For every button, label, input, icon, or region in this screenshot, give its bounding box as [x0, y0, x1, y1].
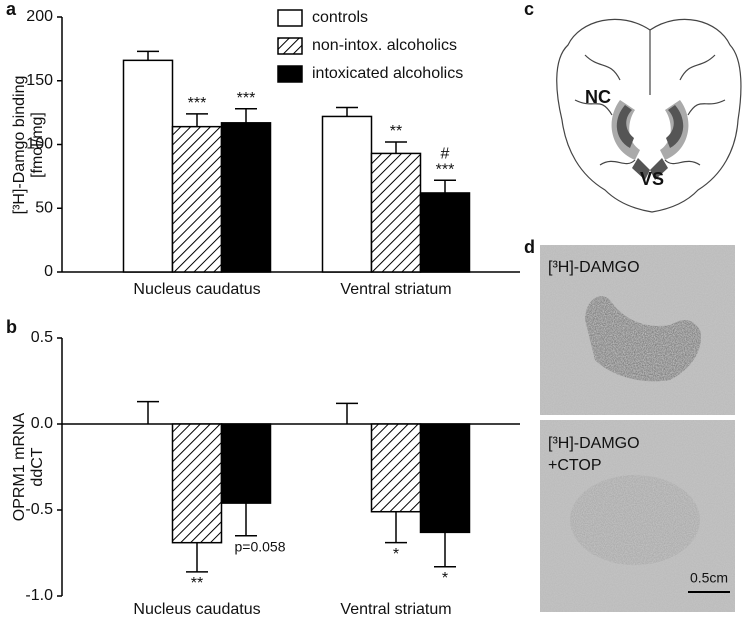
panel-letter: a: [6, 0, 17, 19]
panel-letter: b: [6, 317, 17, 337]
y-axis-label: [fmol/mg]: [29, 112, 46, 178]
diagram-label: VS: [640, 169, 664, 189]
diagram-label: NC: [585, 87, 611, 107]
y-axis-label: [³H]-Damgo binding: [11, 76, 28, 215]
bar: [370, 152, 422, 273]
y-tick-label: 50: [35, 199, 53, 216]
brain-diagram: [556, 18, 742, 213]
y-tick-label: -1.0: [25, 587, 53, 604]
bar: [171, 125, 223, 273]
bar: [122, 59, 174, 273]
y-tick-label: 0: [44, 263, 53, 280]
x-tick-label: Ventral striatum: [340, 281, 451, 298]
y-tick-label: 100: [26, 136, 53, 153]
x-tick-label: Ventral striatum: [340, 601, 451, 618]
x-tick-label: Nucleus caudatus: [133, 601, 260, 618]
significance-label: **: [191, 575, 203, 592]
y-tick-label: 150: [26, 72, 53, 89]
significance-label: **: [390, 123, 402, 140]
legend-swatch: [277, 65, 303, 83]
legend-label: non-intox. alcoholics: [312, 37, 457, 54]
bar: [321, 115, 373, 273]
autoradiograph: [540, 245, 735, 612]
bar: [370, 423, 422, 513]
legend-label: controls: [312, 9, 368, 26]
y-tick-label: -0.5: [25, 501, 53, 518]
y-tick-label: 0.5: [31, 329, 53, 346]
bar: [220, 122, 272, 273]
x-tick-label: Nucleus caudatus: [133, 281, 260, 298]
significance-label: ***: [188, 95, 207, 112]
significance-label: ***: [237, 90, 256, 107]
significance-label: *: [393, 546, 399, 563]
image-label: [³H]-DAMGO: [548, 259, 640, 276]
bar: [171, 423, 223, 544]
bar: [419, 192, 471, 273]
legend-swatch: [277, 9, 303, 27]
legend-label: intoxicated alcoholics: [312, 65, 463, 82]
significance-label: ***: [436, 161, 455, 178]
significance-label: #: [441, 145, 450, 162]
bar: [220, 423, 272, 504]
image-label: [³H]-DAMGO: [548, 435, 640, 452]
panel-letter: c: [524, 0, 534, 19]
y-tick-label: 200: [26, 8, 53, 25]
y-axis-label: ddCT: [29, 447, 46, 486]
image-label: +CTOP: [548, 457, 602, 474]
bar: [419, 423, 471, 534]
legend-swatch: [277, 37, 303, 55]
panel-letter: d: [524, 237, 535, 257]
y-tick-label: 0.0: [31, 415, 53, 432]
scale-bar-label: 0.5cm: [690, 570, 728, 586]
significance-label: p=0.058: [235, 539, 286, 555]
y-axis-label: OPRM1 mRNA: [11, 412, 28, 521]
significance-label: *: [442, 570, 448, 587]
